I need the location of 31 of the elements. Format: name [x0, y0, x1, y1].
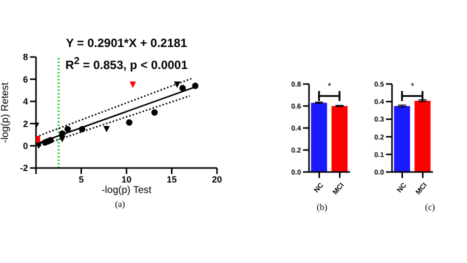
y-tick-label: 8: [22, 52, 28, 62]
point: [47, 137, 54, 144]
point: [179, 84, 186, 92]
annotation: *: [326, 81, 332, 92]
x-tick-label: 5: [78, 174, 84, 184]
x-tick-label: 20: [212, 174, 222, 184]
point: [59, 136, 66, 142]
point: [151, 109, 158, 116]
y-axis-title: -log(p) Retest: [0, 81, 11, 145]
y-tick-label: 4: [22, 96, 28, 107]
text: Y = 0.2901*X + 0.2181: [64, 36, 188, 50]
point: [130, 82, 136, 88]
point: [36, 142, 42, 149]
y-tick-label: -2: [20, 163, 28, 174]
point: [174, 82, 180, 88]
annotation: R$^{2}$ = 0.853, p < 0.0001: [64, 56, 189, 72]
point: [103, 126, 110, 132]
y-tick-label: 6: [22, 74, 28, 84]
text: (a): [114, 199, 126, 209]
point: [64, 126, 71, 132]
x-tick-label: 10: [121, 174, 132, 184]
y-tick-label: 0: [22, 140, 28, 151]
point: [78, 126, 86, 132]
point: [192, 82, 198, 90]
annotation: *: [410, 81, 416, 92]
x-axis-title: -log(p) Test: [100, 185, 152, 196]
point: [126, 119, 132, 126]
x-tick-label: 15: [166, 174, 177, 184]
y-tick-label: 2: [22, 118, 28, 129]
text: (c): [424, 202, 436, 212]
text: (b): [316, 202, 328, 212]
